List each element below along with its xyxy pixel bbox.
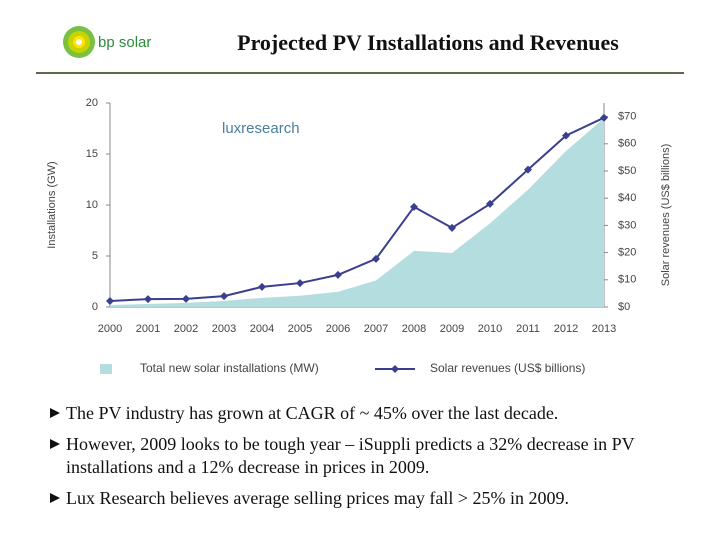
marker [220,292,228,301]
x-tick-label: 2011 [516,323,540,335]
marker [182,294,190,303]
y2-axis-label: Solar revenues (US$ billions) [660,144,672,286]
bullet-list: The PV industry has grown at CAGR of ~ 4… [48,402,698,518]
legend-swatch [100,364,112,374]
y-tick-label: 20 [86,97,98,109]
y2-tick-label: $70 [618,111,636,123]
y2-tick-label: $30 [618,219,636,231]
y2-tick-label: $50 [618,165,636,177]
marker [372,254,380,263]
y2-tick-label: $20 [618,247,636,259]
x-tick-label: 2005 [288,323,312,335]
y-tick-label: 10 [86,199,98,211]
legend-marker [391,365,399,373]
y2-tick-label: $60 [618,138,636,150]
y2-tick-label: $40 [618,192,636,204]
legend-label: Total new solar installations (MW) [140,361,319,375]
x-tick-label: 2002 [174,323,198,335]
bullet: However, 2009 looks to be tough year – i… [48,433,698,479]
marker [296,279,304,288]
x-tick-label: 2007 [364,323,388,335]
x-tick-label: 2001 [136,323,160,335]
marker [600,113,608,122]
marker [258,282,266,291]
bullet: The PV industry has grown at CAGR of ~ 4… [48,402,698,425]
x-tick-label: 2004 [250,323,274,335]
x-tick-label: 2009 [440,323,464,335]
x-tick-label: 2008 [402,323,426,335]
marker [486,199,494,208]
y-tick-label: 15 [86,148,98,160]
y2-tick-label: $0 [618,301,630,313]
y-axis-label: Installations (GW) [46,161,58,248]
marker [562,131,570,140]
chart: bp solar Projected PV Installations and … [36,26,684,375]
logo-text: bp solar [98,34,151,51]
logo-sun [63,26,95,58]
marker [524,165,532,174]
x-tick-label: 2013 [592,323,616,335]
x-tick-label: 2006 [326,323,350,335]
annotation: luxresearch [222,120,300,137]
marker [334,270,342,279]
x-tick-label: 2010 [478,323,502,335]
x-tick-label: 2012 [554,323,578,335]
y-tick-label: 5 [92,250,98,262]
y2-tick-label: $10 [618,274,636,286]
y-tick-label: 0 [92,301,98,313]
marker [106,297,114,306]
x-tick-label: 2003 [212,323,236,335]
bullet: Lux Research believes average selling pr… [48,487,698,510]
marker [144,295,152,304]
marker [410,202,418,211]
x-tick-label: 2000 [98,323,122,335]
legend-label: Solar revenues (US$ billions) [430,361,585,375]
line [109,116,605,303]
marker [448,223,456,232]
chart-title: Projected PV Installations and Revenues [237,30,619,55]
area [110,118,604,307]
